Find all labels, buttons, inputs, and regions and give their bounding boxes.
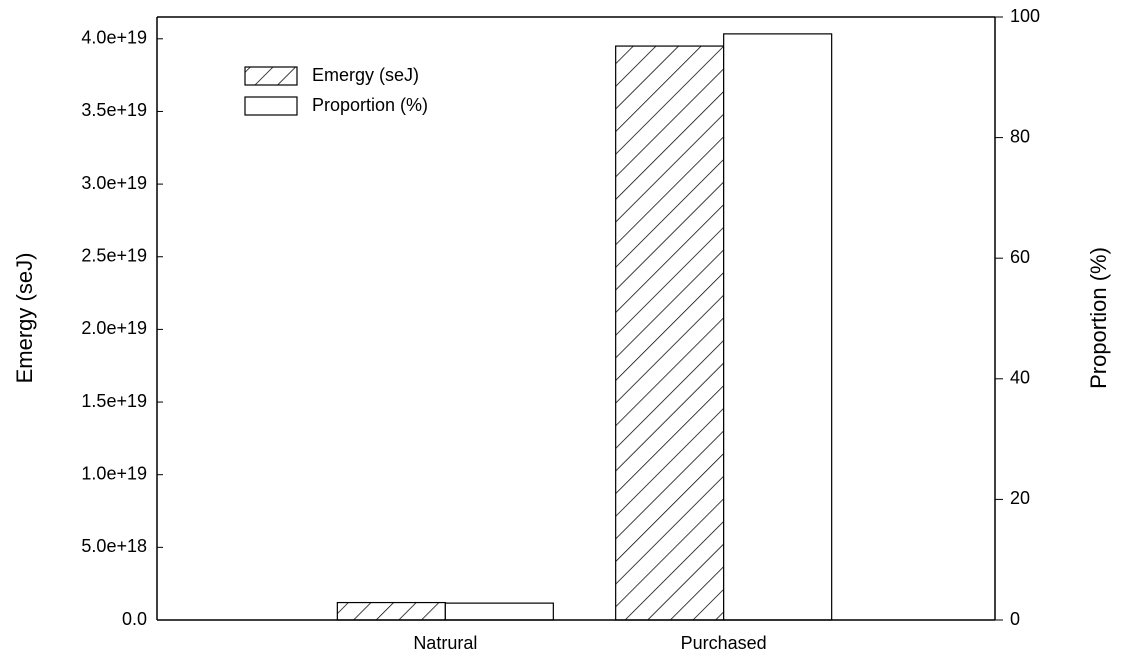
bar [615,45,725,621]
bar [336,601,446,621]
legend-swatch [244,96,298,116]
y-tick-label: 1.5e+19 [81,391,147,411]
legend-label: Emergy (seJ) [312,65,419,85]
y2-tick-label: 20 [1010,488,1030,508]
y-tick-label: 2.5e+19 [81,245,147,265]
y2-tick-label: 60 [1010,247,1030,267]
y-tick-label: 1.0e+19 [81,463,147,483]
y-axis-title: Emergy (seJ) [12,253,37,384]
y-tick-label: 0.0 [122,609,147,629]
y-tick-label: 3.5e+19 [81,100,147,120]
x-tick-label: Purchased [681,633,767,653]
y-tick-label: 2.0e+19 [81,318,147,338]
y-tick-label: 3.0e+19 [81,173,147,193]
legend-label: Proportion (%) [312,95,428,115]
y2-tick-label: 80 [1010,126,1030,146]
y2-tick-label: 40 [1010,368,1030,388]
y2-axis-title: Proportion (%) [1086,247,1111,389]
legend-swatch [244,66,298,86]
y2-tick-label: 100 [1010,6,1040,26]
y-tick-label: 4.0e+19 [81,28,147,48]
y-tick-label: 5.0e+18 [81,536,147,556]
x-tick-label: Natrural [413,633,477,653]
bar [444,602,554,621]
bar [723,33,833,621]
y2-tick-label: 0 [1010,609,1020,629]
